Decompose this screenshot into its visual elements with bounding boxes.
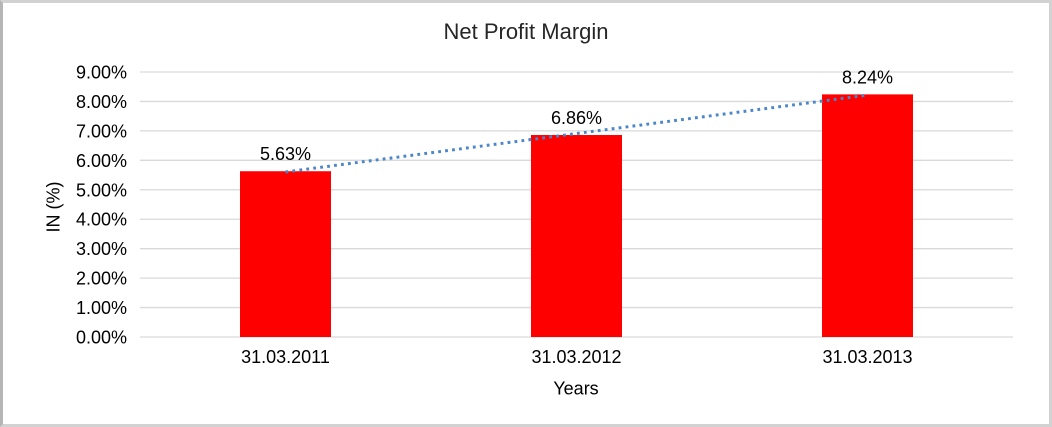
y-axis-tick-label: 1.00% [76, 298, 127, 318]
plot-area: 0.00% 1.00% 2.00% 3.00% 4.00% 5.00% 6.00% 7.00%… [76, 63, 1013, 367]
y-axis-tick-label: 2.00% [76, 269, 127, 289]
y-axis-tick-label: 0.00% [76, 328, 127, 348]
x-axis-title: Years [553, 378, 599, 399]
y-axis-tick-label: 3.00% [76, 239, 127, 259]
y-axis-tick-label: 4.00% [76, 210, 127, 230]
x-axis-tick-label: 31.03.2013 [822, 347, 912, 367]
x-axis-tick-label: 31.03.2012 [531, 347, 621, 367]
y-axis-tick-label: 5.00% [76, 180, 127, 200]
bar-31.03.2012 [531, 135, 622, 337]
bar-31.03.2011 [240, 171, 331, 337]
y-axis-tick-label: 6.00% [76, 151, 127, 171]
chart-title: Net Profit Margin [443, 19, 609, 44]
bar-data-label: 8.24% [842, 67, 893, 87]
y-axis-tick-label: 9.00% [76, 63, 127, 83]
bar-data-label: 6.86% [551, 108, 602, 128]
x-axis-tick-label: 31.03.2011 [241, 347, 330, 367]
bar-31.03.2013 [822, 94, 913, 337]
y-axis-tick-label: 7.00% [76, 121, 127, 141]
y-axis-tick-label: 8.00% [76, 92, 127, 112]
bar-data-label: 5.63% [260, 144, 311, 164]
